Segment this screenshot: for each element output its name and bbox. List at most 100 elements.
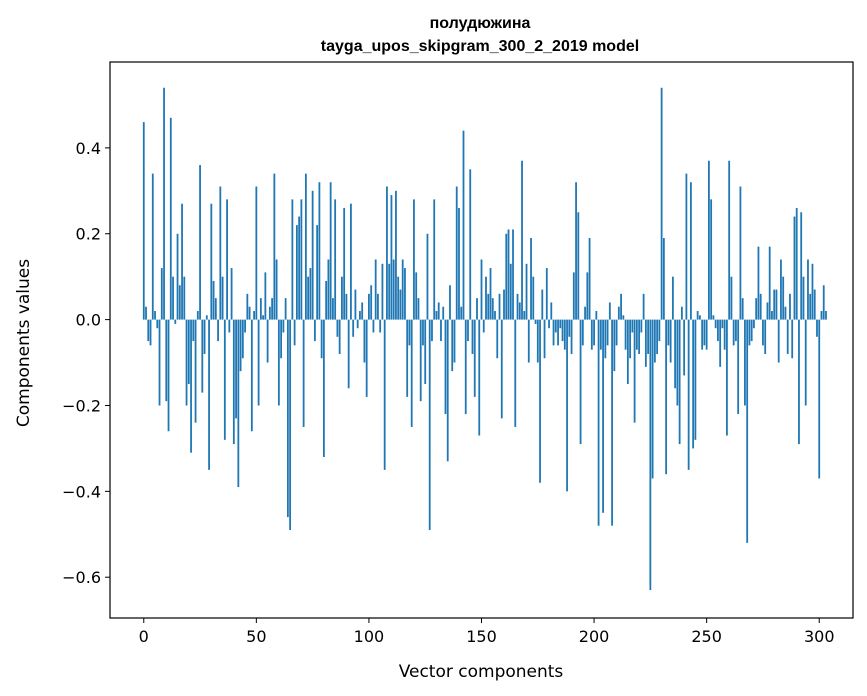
bar-104 bbox=[377, 293, 379, 320]
bar-303 bbox=[825, 311, 827, 320]
bar-186 bbox=[561, 319, 564, 342]
bar-111 bbox=[392, 259, 395, 320]
bar-65 bbox=[289, 319, 292, 530]
y-axis-ticks: −0.6 −0.4 −0.2 0.0 0.2 0.4 bbox=[62, 139, 110, 587]
bar-218 bbox=[633, 319, 636, 423]
bar-34 bbox=[219, 186, 222, 320]
bar-89 bbox=[343, 207, 346, 320]
bar-78 bbox=[318, 182, 321, 320]
bar-10 bbox=[165, 319, 168, 402]
bar-6 bbox=[156, 319, 159, 329]
bar-118 bbox=[408, 319, 411, 346]
bar-286 bbox=[786, 319, 789, 354]
bar-151 bbox=[482, 319, 485, 333]
x-axis-ticks: 0 50 100 150 200 250 300 bbox=[139, 618, 835, 646]
bar-208 bbox=[611, 319, 613, 526]
bar-23 bbox=[194, 319, 197, 423]
bar-142 bbox=[462, 130, 465, 320]
bar-197 bbox=[586, 272, 589, 320]
bar-62 bbox=[282, 319, 285, 333]
bar-28 bbox=[205, 315, 208, 320]
bar-88 bbox=[341, 276, 343, 320]
bar-147 bbox=[473, 319, 476, 397]
bar-59 bbox=[275, 259, 278, 320]
bar-73 bbox=[307, 276, 310, 320]
bar-41 bbox=[235, 319, 237, 419]
bar-244 bbox=[692, 319, 695, 449]
bar-235 bbox=[671, 276, 674, 320]
bar-159 bbox=[500, 319, 503, 419]
bar-221 bbox=[640, 319, 643, 333]
bar-204 bbox=[602, 319, 604, 513]
bar-187 bbox=[563, 319, 566, 350]
bar-170 bbox=[525, 263, 528, 320]
bar-102 bbox=[372, 319, 375, 333]
bar-169 bbox=[523, 311, 526, 320]
y-tick-label-0: −0.6 bbox=[62, 568, 101, 587]
bar-289 bbox=[793, 216, 796, 320]
bar-168 bbox=[521, 160, 523, 320]
bar-127 bbox=[428, 319, 431, 530]
bar-216 bbox=[629, 319, 631, 359]
bar-101 bbox=[370, 285, 373, 320]
bar-195 bbox=[581, 319, 584, 346]
bar-300 bbox=[818, 319, 821, 479]
bar-287 bbox=[789, 293, 791, 320]
bar-49 bbox=[253, 311, 255, 320]
bar-55 bbox=[266, 319, 269, 363]
bar-61 bbox=[280, 319, 283, 359]
bar-299 bbox=[816, 319, 818, 337]
bar-265 bbox=[739, 186, 742, 320]
bar-190 bbox=[570, 319, 573, 354]
bar-152 bbox=[485, 276, 487, 320]
bar-167 bbox=[518, 302, 521, 320]
bar-242 bbox=[687, 319, 690, 470]
y-tick-label-3: 0.0 bbox=[76, 311, 101, 330]
bar-16 bbox=[178, 285, 181, 320]
bar-224 bbox=[647, 319, 650, 354]
bar-281 bbox=[775, 289, 778, 320]
bar-173 bbox=[532, 276, 535, 320]
x-axis-label: Vector components bbox=[399, 662, 564, 682]
bar-83 bbox=[329, 182, 332, 320]
bar-200 bbox=[593, 319, 595, 346]
bar-193 bbox=[577, 212, 580, 320]
bar-84 bbox=[332, 298, 334, 320]
chart-title-line-2: tayga_upos_skipgram_300_2_2019 model bbox=[321, 38, 639, 55]
bar-40 bbox=[232, 319, 235, 445]
bar-279 bbox=[771, 311, 773, 320]
bar-76 bbox=[313, 319, 316, 342]
x-tick-label-50: 50 bbox=[246, 627, 266, 646]
bar-179 bbox=[545, 268, 548, 320]
bar-180 bbox=[548, 319, 550, 329]
bar-284 bbox=[782, 276, 785, 320]
bar-130 bbox=[435, 311, 438, 320]
bar-29 bbox=[208, 319, 210, 470]
y-axis-label: Components values bbox=[14, 259, 34, 427]
bar-156 bbox=[494, 311, 496, 320]
bar-277 bbox=[766, 302, 769, 320]
bar-9 bbox=[163, 87, 165, 320]
bar-228 bbox=[656, 319, 659, 354]
bar-138 bbox=[453, 319, 456, 363]
bar-15 bbox=[176, 233, 179, 320]
bar-282 bbox=[777, 319, 780, 363]
bar-39 bbox=[230, 268, 233, 320]
bar-184 bbox=[557, 319, 559, 346]
bar-129 bbox=[433, 199, 436, 320]
bar-53 bbox=[262, 315, 264, 320]
bar-70 bbox=[300, 199, 303, 320]
bar-93 bbox=[352, 319, 355, 337]
bar-105 bbox=[379, 319, 382, 333]
bar-30 bbox=[210, 203, 213, 320]
bar-82 bbox=[327, 259, 330, 320]
bar-154 bbox=[489, 268, 492, 320]
bar-98 bbox=[363, 319, 366, 363]
bar-293 bbox=[802, 276, 805, 320]
bar-17 bbox=[181, 203, 183, 320]
bar-251 bbox=[708, 160, 710, 320]
bar-75 bbox=[311, 190, 314, 320]
bar-67 bbox=[293, 319, 296, 346]
bar-276 bbox=[764, 319, 767, 354]
bar-212 bbox=[620, 293, 622, 320]
